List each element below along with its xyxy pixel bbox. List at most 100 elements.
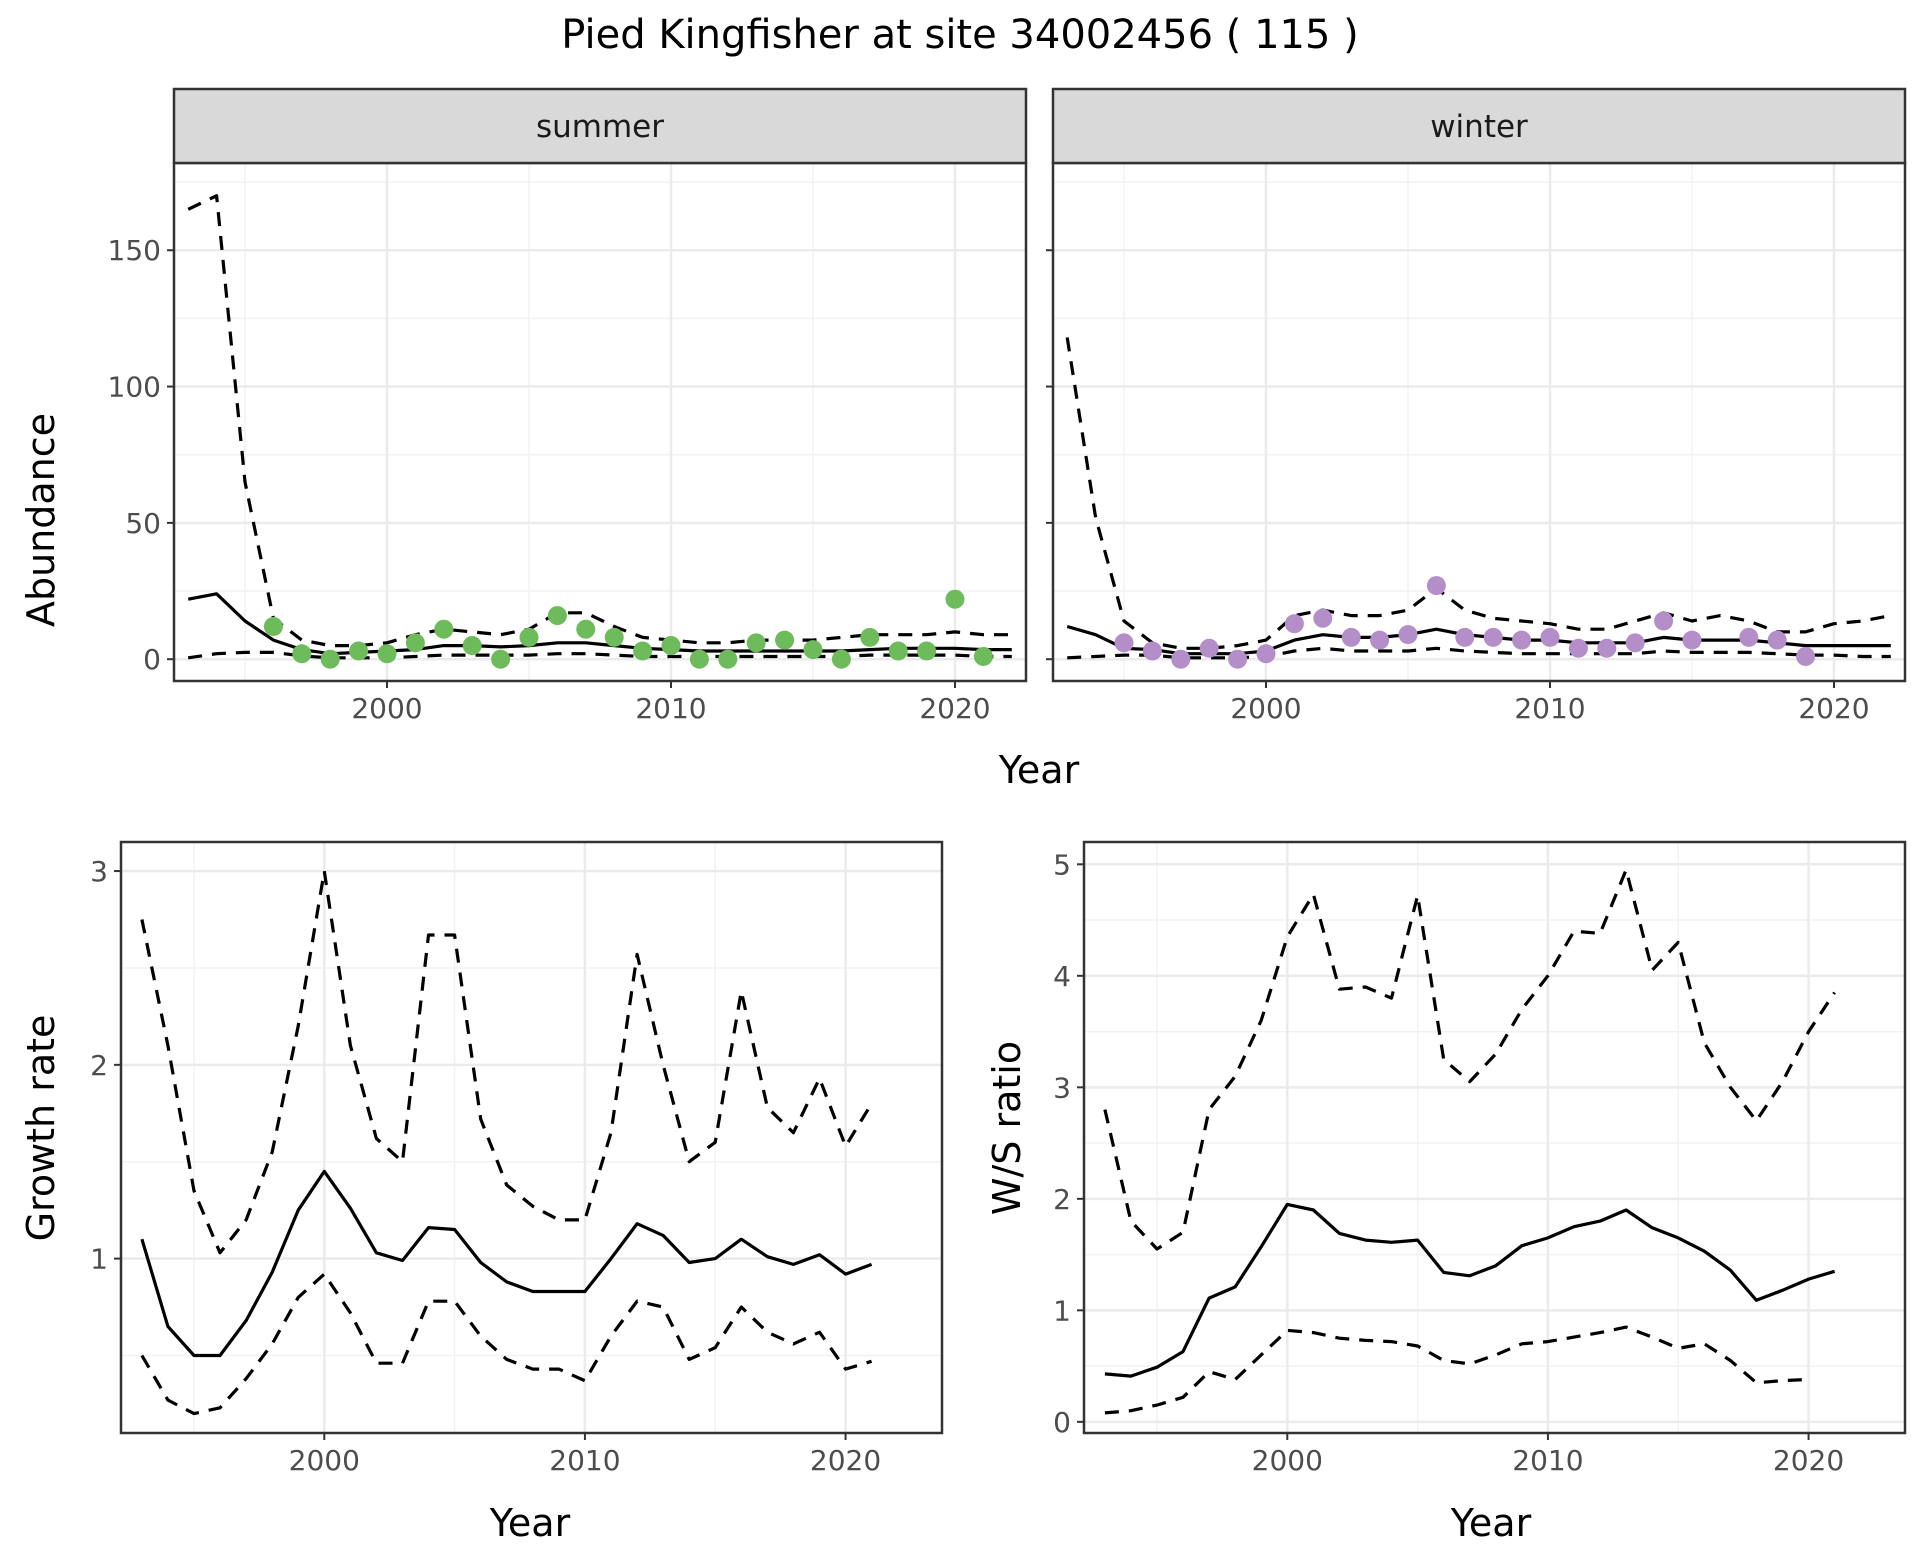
winter-observation-point [1512,630,1532,650]
figure-title: Pied Kingfisher at site 34002456 ( 115 ) [561,12,1358,58]
summer-observation-point [973,646,993,666]
winter-observation-point [1228,649,1248,669]
ws-x-tick-label: 2020 [1773,1444,1844,1477]
summer-observation-point [462,636,482,656]
summer-observation-point [888,641,908,661]
summer-observation-point [661,636,681,656]
summer-observation-point [831,649,851,669]
summer-observation-point [689,649,709,669]
ws-panel-background [1084,842,1905,1433]
summer-strip-label: summer [536,109,664,145]
ws-panel-border [1082,840,1907,1435]
summer-observation-point [320,649,340,669]
growth-y-tick-label: 1 [90,1243,108,1276]
growth-x-axis-label: Year [489,1501,571,1545]
growth-panel-background [121,842,942,1433]
summer-observation-point [519,627,539,647]
growth-fit-line [140,1169,873,1358]
summer-panel-y-tick-label: 0 [143,643,161,676]
winter-observation-point [1313,608,1333,628]
winter-strip [1051,87,1907,165]
ws-upper-line [1103,868,1836,1251]
winter-panel: winter 2000 2010 2020 [1046,87,1907,725]
ws-y-tick-label: 3 [1053,1071,1071,1104]
winter-observation-point [1540,627,1560,647]
winter-observation-point [1370,630,1390,650]
winter-observation-point [1171,649,1191,669]
growth-panel-border [119,840,944,1435]
summer-lower-bound-line [187,650,1012,660]
summer-panel-x-tick-label: 2020 [919,692,990,725]
growth-y-axis-label: Growth rate [19,1015,63,1242]
ws-x-axis-label: Year [1450,1501,1532,1545]
summer-observation-point [292,644,312,664]
summer-observation-point [917,641,937,661]
ws-x-tick-label: 2010 [1512,1444,1583,1477]
winter-observation-point [1739,627,1759,647]
growth-x-tick-label: 2010 [549,1444,620,1477]
summer-panel: summer 2000 2010 2020 0 50 100 150 [108,87,1028,725]
summer-observation-point [775,630,795,650]
winter-observation-point [1398,625,1418,645]
summer-observation-point [803,640,823,660]
summer-observation-point [547,606,567,626]
winter-observation-point [1625,633,1645,653]
summer-observation-point [491,649,511,669]
ws-y-tick-label: 0 [1053,1406,1071,1439]
abundance-x-axis-label: Year [998,748,1080,792]
winter-panel-background [1053,163,1905,681]
ws-y-tick-label: 4 [1053,960,1071,993]
summer-panel-x-tick-label: 2000 [351,692,422,725]
summer-observation-point [718,649,738,669]
ws-y-tick-label: 5 [1053,848,1071,881]
winter-observation-point [1455,627,1475,647]
summer-panel-background [174,163,1026,681]
summer-panel-x-tick-label: 2010 [635,692,706,725]
summer-observation-point [349,641,369,661]
winter-observation-point [1568,638,1588,658]
ws-fit-line [1104,1202,1836,1378]
winter-upper-bound-line [1065,337,1892,650]
winter-lower-bound-line [1067,646,1891,660]
winter-observation-point [1682,630,1702,650]
growth-x-tick-label: 2000 [289,1444,360,1477]
ws-y-axis-label: W/S ratio [985,1041,1029,1215]
summer-observation-point [576,619,596,639]
summer-panel-y-tick-label: 100 [108,371,161,404]
growth-y-tick-label: 2 [90,1049,108,1082]
growth-y-tick-label: 3 [90,855,108,888]
summer-observation-point [633,641,653,661]
summer-observation-point [434,619,454,639]
ws-y-tick-label: 2 [1053,1183,1071,1216]
ws-x-tick-label: 2000 [1252,1444,1323,1477]
summer-observation-point [945,589,965,609]
summer-strip [172,87,1028,165]
ws-lower-line [1104,1325,1809,1415]
ws-y-tick-label: 1 [1053,1294,1071,1327]
summer-observation-point [405,633,425,653]
winter-strip-label: winter [1430,109,1528,145]
summer-panel-y-tick-label: 50 [125,507,161,540]
growth-lower-line [140,1272,873,1416]
growth-rate-panel: 2000 2010 2020 1 2 3 [90,840,944,1477]
ws-ratio-panel: 2000 2010 2020 0 1 2 3 4 5 [1053,840,1907,1477]
abundance-y-axis-label: Abundance [19,413,63,627]
winter-observation-point [1796,646,1816,666]
winter-observation-point [1142,641,1162,661]
growth-upper-line [140,869,873,1255]
winter-observation-point [1114,633,1134,653]
summer-observation-point [263,616,283,636]
summer-observation-point [604,627,624,647]
summer-observation-point [860,627,880,647]
winter-observation-point [1426,576,1446,596]
winter-observation-point [1256,644,1276,664]
winter-observation-point [1767,630,1787,650]
winter-panel-x-tick-label: 2010 [1514,692,1585,725]
winter-observation-point [1597,638,1617,658]
winter-observation-point [1483,627,1503,647]
growth-x-tick-label: 2020 [810,1444,881,1477]
winter-observation-point [1199,638,1219,658]
winter-panel-x-tick-label: 2000 [1230,692,1301,725]
winter-observation-point [1284,614,1304,634]
